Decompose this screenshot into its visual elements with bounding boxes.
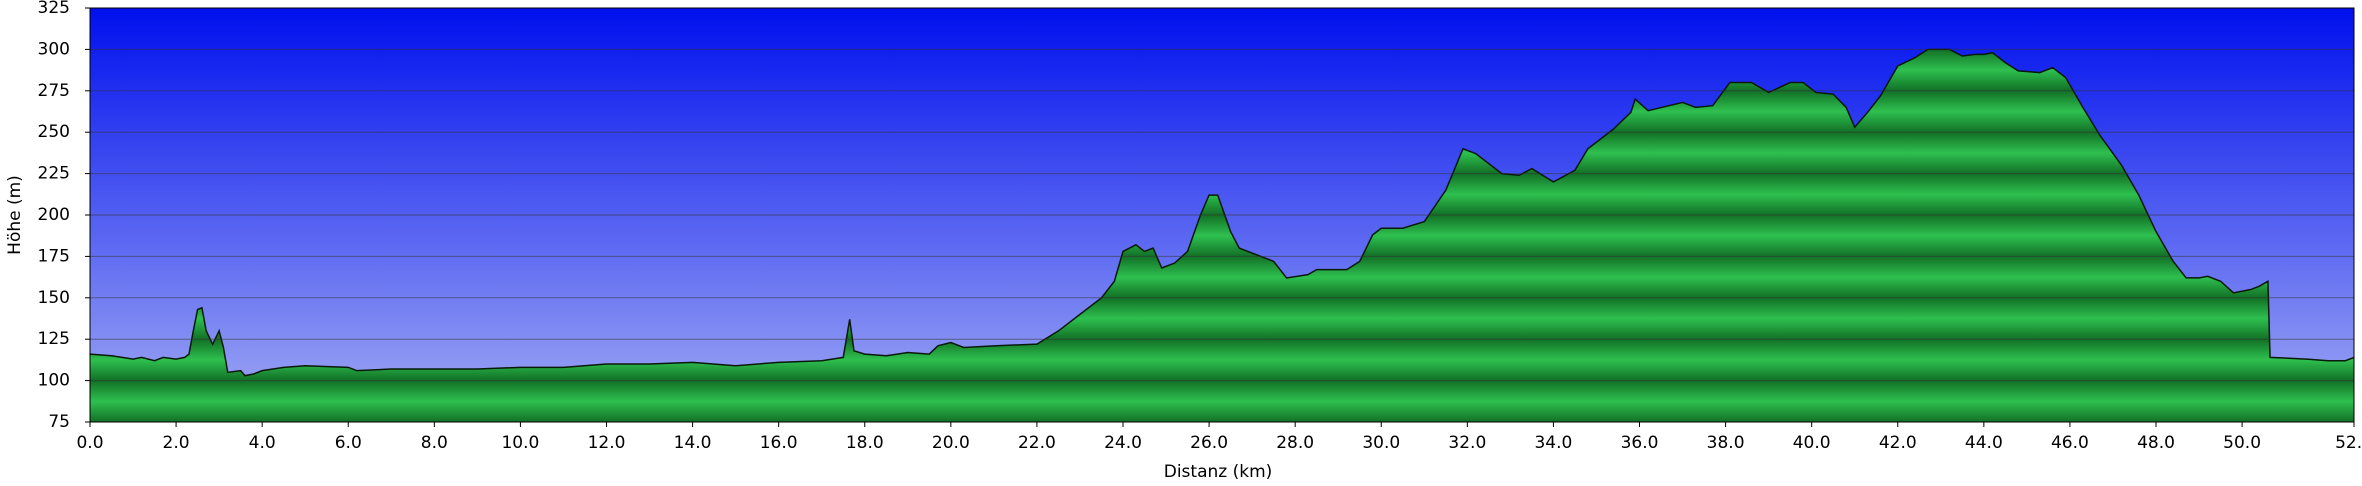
x-tick-label: 42.0 xyxy=(1879,433,1917,453)
x-tick-label: 12.0 xyxy=(588,433,626,453)
x-tick-label: 44.0 xyxy=(1965,433,2003,453)
x-tick-label: 38.0 xyxy=(1707,433,1745,453)
y-tick-label: 100 xyxy=(38,371,70,391)
x-tick-label: 36.0 xyxy=(1621,433,1659,453)
x-tick-label: 4.0 xyxy=(249,433,276,453)
area-fill xyxy=(90,49,2354,423)
y-tick-label: 300 xyxy=(38,39,70,59)
x-tick-label: 2.0 xyxy=(163,433,190,453)
y-tick-label: 225 xyxy=(38,164,70,184)
x-tick-label: 6.0 xyxy=(335,433,362,453)
y-tick-label: 75 xyxy=(48,412,70,432)
y-axis-title: Höhe (m) xyxy=(5,175,25,255)
x-tick-label: 20.0 xyxy=(932,433,970,453)
y-tick-label: 325 xyxy=(38,0,70,18)
x-tick-label: 46.0 xyxy=(2051,433,2089,453)
x-tick-label: 52.6 xyxy=(2335,433,2362,453)
x-tick-label: 40.0 xyxy=(1793,433,1831,453)
y-tick-label: 150 xyxy=(38,288,70,308)
x-tick-label: 16.0 xyxy=(760,433,798,453)
y-tick-label: 175 xyxy=(38,246,70,266)
x-tick-label: 28.0 xyxy=(1276,433,1314,453)
x-tick-label: 48.0 xyxy=(2137,433,2175,453)
y-tick-label: 250 xyxy=(38,122,70,142)
plot-frame xyxy=(89,7,2355,423)
elevation-line xyxy=(89,48,2355,377)
y-tick-label: 125 xyxy=(38,329,70,349)
x-axis-title: Distanz (km) xyxy=(1164,462,1273,482)
x-tick-label: 34.0 xyxy=(1534,433,1572,453)
x-tick-label: 14.0 xyxy=(674,433,712,453)
x-tick-label: 26.0 xyxy=(1190,433,1228,453)
x-tick-label: 18.0 xyxy=(846,433,884,453)
x-tick-label: 24.0 xyxy=(1104,433,1142,453)
y-tick-label: 275 xyxy=(38,81,70,101)
x-tick-label: 8.0 xyxy=(421,433,448,453)
x-tick-label: 0.0 xyxy=(76,433,103,453)
y-tick-label: 200 xyxy=(38,205,70,225)
x-tick-label: 32.0 xyxy=(1448,433,1486,453)
x-tick-label: 10.0 xyxy=(501,433,539,453)
x-tick-label: 22.0 xyxy=(1018,433,1056,453)
x-tick-label: 50.0 xyxy=(2223,433,2261,453)
x-tick-label: 30.0 xyxy=(1362,433,1400,453)
